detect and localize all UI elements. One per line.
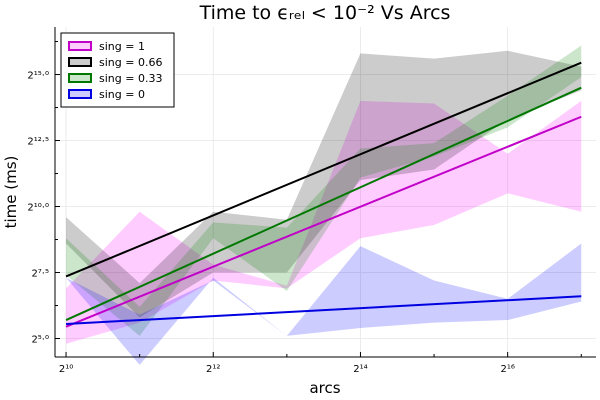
x-axis-title: arcs: [309, 379, 340, 397]
band-series-2: [66, 45, 582, 336]
axes: [54, 27, 596, 358]
legend-label-3: sing = 0: [99, 88, 145, 101]
line-series-3: [65, 295, 582, 325]
legend-swatch-1: [68, 57, 92, 67]
y-tick-label-2: 2¹⁰·⁰: [27, 203, 49, 214]
x-tick-label-1: 2¹²: [206, 364, 220, 375]
band-series-3: [66, 243, 582, 365]
legend-swatch-2: [68, 73, 92, 83]
chart-title: Time to ϵᵣₑₗ < 10⁻² Vs Arcs: [199, 2, 451, 24]
legend-label-1: sing = 0.66: [99, 56, 162, 69]
legend-swatch-0: [68, 41, 92, 51]
y-tick-label-3: 2¹²·⁵: [27, 137, 49, 148]
legend-box: [60, 32, 175, 108]
legend: sing = 1 sing = 0.66 sing = 0.33 sing = 0: [60, 32, 175, 108]
x-tick-labels: 2¹⁰ 2¹² 2¹⁴ 2¹⁶: [59, 364, 515, 375]
band-series-1: [66, 50, 582, 318]
line-series-1: [65, 61, 582, 278]
y-tick-label-0: 2⁵·⁰: [31, 335, 49, 346]
y-tick-label-1: 2⁷·⁵: [31, 269, 49, 280]
x-tick-label-3: 2¹⁶: [500, 364, 514, 375]
legend-label-0: sing = 1: [99, 40, 145, 53]
line-series-2: [65, 86, 582, 321]
y-tick-label-4: 2¹⁵·⁰: [27, 71, 49, 82]
y-tick-labels: 2⁵·⁰ 2⁷·⁵ 2¹⁰·⁰ 2¹²·⁵ 2¹⁵·⁰: [27, 71, 49, 346]
x-tick-label-0: 2¹⁰: [59, 364, 73, 375]
x-tick-label-2: 2¹⁴: [353, 364, 367, 375]
series-lines: [65, 61, 582, 328]
legend-label-2: sing = 0.33: [99, 72, 162, 85]
legend-swatch-3: [68, 89, 92, 99]
line-series-0: [65, 115, 582, 328]
y-axis-title: time (ms): [2, 156, 20, 229]
